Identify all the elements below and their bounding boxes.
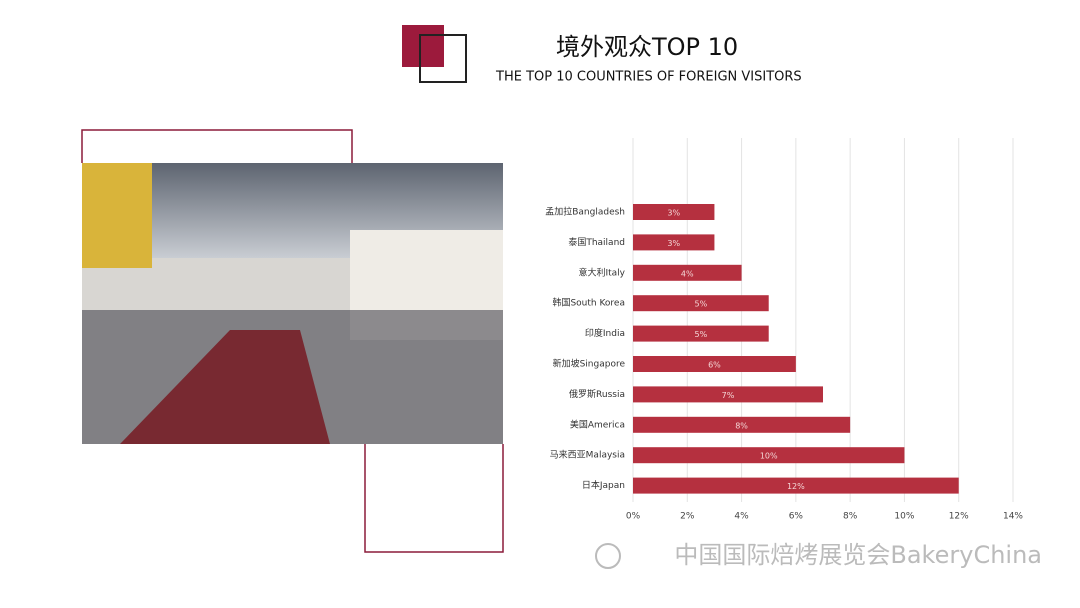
slide-subtitle: THE TOP 10 COUNTRIES OF FOREIGN VISITORS [495, 70, 802, 85]
bar [633, 356, 796, 372]
photo-booth [82, 163, 152, 268]
y-tick-label: 印度India [585, 327, 625, 339]
y-tick-label: 新加坡Singapore [553, 358, 626, 370]
photo-crowd [82, 310, 503, 444]
bar-chart: 0% 2% 4% 6% 8% 10% 12% 14% 孟加拉Bangladesh 3% 泰国Thai… [545, 138, 1023, 522]
x-tick-label: 12% [949, 512, 969, 522]
watermark-icon [595, 543, 621, 569]
x-tick-label: 10% [894, 512, 914, 522]
y-tick-label: 马来西亚Malaysia [550, 450, 625, 461]
bar [633, 386, 823, 403]
bar [633, 295, 769, 312]
y-tick-label: 美国America [570, 418, 625, 430]
bar [633, 477, 959, 494]
x-tick-label: 8% [843, 512, 858, 522]
x-tick-label: 14% [1003, 512, 1023, 522]
x-tick-label: 4% [734, 512, 749, 522]
y-tick-label: 泰国Thailand [568, 236, 625, 248]
value-label: 8% [735, 421, 748, 430]
bar [633, 325, 769, 342]
watermark: 中国国际焙烤展览会BakeryChina [674, 541, 1042, 569]
value-label: 5% [695, 300, 708, 309]
value-label: 5% [695, 330, 708, 339]
y-tick-label: 孟加拉Bangladesh [545, 206, 625, 218]
value-label: 4% [681, 269, 694, 278]
y-tick-label: 意大利Italy [578, 266, 625, 278]
bar [633, 204, 715, 220]
value-label: 3% [667, 209, 680, 218]
photo-frame-top [81, 129, 353, 163]
y-tick-label: 韩国South Korea [552, 297, 625, 309]
value-label: 12% [787, 482, 805, 491]
value-label: 7% [722, 391, 735, 400]
exhibition-photo [82, 163, 503, 444]
slide-title: 境外观众TOP 10 [556, 33, 738, 61]
y-tick-label: 日本Japan [582, 479, 625, 491]
bar [633, 447, 905, 464]
photo-frame-bottom [364, 444, 504, 553]
x-tick-label: 6% [789, 512, 804, 522]
value-label: 10% [760, 452, 778, 461]
bar [633, 234, 715, 251]
x-tick-label: 2% [680, 512, 695, 522]
bar [633, 264, 742, 281]
title-deco-filled [402, 25, 444, 67]
title-deco-outline [419, 34, 467, 83]
y-tick-label: 俄罗斯Russia [569, 388, 625, 400]
bar [633, 416, 851, 433]
value-label: 6% [708, 361, 721, 370]
x-tick-label: 0% [626, 512, 641, 522]
value-label: 3% [667, 239, 680, 248]
